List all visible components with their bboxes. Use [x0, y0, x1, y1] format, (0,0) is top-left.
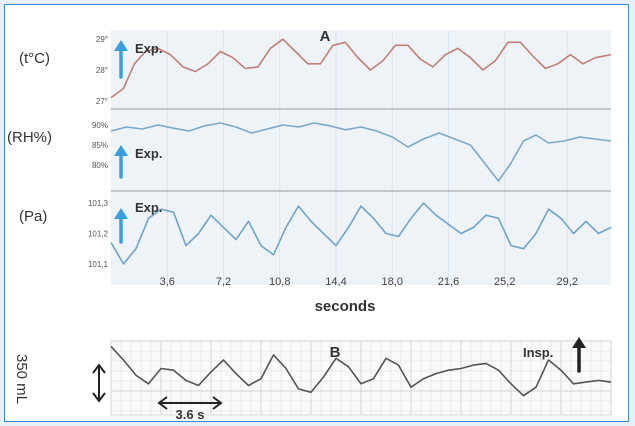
subplot-ytick-temperature-0: 29° [96, 35, 108, 44]
exp-arrow-humidity [114, 145, 128, 179]
series-line-temperature [110, 38, 612, 99]
insp-arrow-head [572, 337, 586, 348]
series-line-humidity [110, 122, 612, 182]
exp-annotation-pressure: Exp. [135, 200, 162, 215]
panel-b-trace [110, 345, 612, 397]
exp-arrow-pressure [114, 208, 128, 244]
subplot-ytick-temperature-1: 28° [96, 66, 108, 75]
figure-frame: A (t°C) 29° 28° 27° Exp. (RH%) 90% 85% 80% Exp. (Pa… [4, 4, 629, 422]
subplot-ytick-pressure-1: 101,2 [88, 229, 109, 238]
volume-scale-head-bottom [92, 392, 106, 403]
panel-a-label: A [320, 28, 331, 45]
subplot-ylabel-humidity: (RH%) [7, 129, 52, 146]
insp-annotation: Insp. [523, 345, 553, 360]
x-tick-label-3: 14,4 [325, 276, 346, 288]
insp-arrow [572, 337, 586, 373]
exp-arrow-pressure-head [114, 208, 128, 219]
subplot-ytick-pressure-0: 101,3 [88, 199, 109, 208]
x-tick-label-4: 18,0 [382, 276, 403, 288]
panel-a-grid [166, 30, 568, 285]
x-tick-label-7: 29,2 [557, 276, 578, 288]
panel-b-ylabel: 350 mL [13, 354, 30, 404]
subplot-ylabel-pressure: (Pa) [19, 208, 47, 225]
exp-arrow-humidity-head [114, 145, 128, 156]
volume-scale-head-top [92, 363, 106, 374]
exp-arrow-temperature-head [114, 40, 128, 51]
panel-b-label: B [330, 344, 341, 361]
exp-arrow-temperature [114, 40, 128, 79]
exp-annotation-humidity: Exp. [135, 146, 162, 161]
subplot-ylabel-temperature: (t°C) [19, 50, 50, 67]
time-scale-arrow [157, 396, 223, 410]
x-tick-label-2: 10,8 [269, 276, 290, 288]
time-scale-label: 3.6 s [176, 407, 205, 422]
subplot-ytick-humidity-2: 80% [92, 161, 108, 170]
x-tick-label-0: 3,6 [160, 276, 175, 288]
series-line-pressure [110, 202, 612, 265]
figure-svg: A (t°C) 29° 28° 27° Exp. (RH%) 90% 85% 80% Exp. (Pa… [7, 28, 612, 422]
time-scale-head-right [212, 396, 223, 410]
volume-scale-arrow [92, 363, 106, 403]
subplot-ytick-humidity-1: 85% [92, 141, 108, 150]
time-scale-head-left [157, 396, 168, 410]
subplot-ytick-pressure-2: 101,1 [88, 260, 109, 269]
x-tick-label-5: 21,6 [438, 276, 459, 288]
exp-annotation-temperature: Exp. [135, 41, 162, 56]
x-tick-label-1: 7,2 [216, 276, 231, 288]
subplot-ytick-temperature-2: 27° [96, 97, 108, 106]
x-axis-label: seconds [315, 298, 376, 315]
subplot-ytick-humidity-0: 90% [92, 121, 108, 130]
x-tick-label-6: 25,2 [494, 276, 515, 288]
